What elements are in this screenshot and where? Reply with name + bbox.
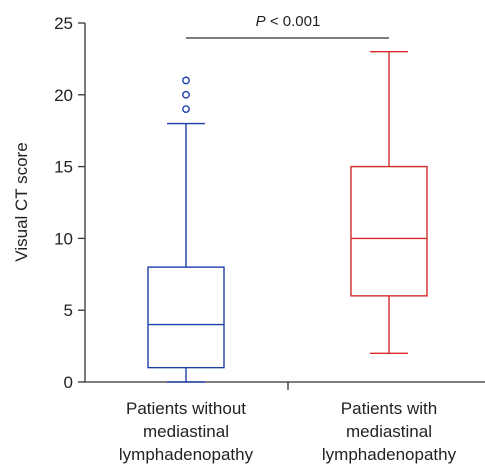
y-tick-label: 10 [54, 229, 73, 248]
y-tick-label: 5 [64, 301, 73, 320]
y-axis-title: Visual CT score [12, 142, 31, 261]
boxes [147, 51, 428, 383]
outlier-point [182, 105, 190, 114]
y-tick-label: 20 [54, 86, 73, 105]
x-category-label-line: Patients with [341, 399, 437, 418]
x-category-label-line: lymphadenopathy [119, 445, 254, 464]
significance-annotation: P < 0.001 [186, 13, 389, 39]
y-tick-label: 15 [54, 158, 73, 177]
x-axis: Patients without mediastinal lymphadenopat… [85, 381, 485, 464]
box-series-2 [350, 51, 428, 354]
iqr-box [350, 165, 428, 297]
significance-label: P < 0.001 [256, 13, 321, 30]
y-axis: 0 5 10 15 20 25 Visual CT score [12, 14, 86, 392]
y-tick-label: 0 [64, 373, 73, 392]
p-value-text: < 0.001 [266, 13, 321, 30]
x-category-label-line: lymphadenopathy [322, 445, 457, 464]
box-series-1 [147, 76, 225, 383]
x-category-label-line: Patients without [126, 399, 246, 418]
y-ticks: 0 5 10 15 20 25 [54, 14, 85, 392]
outlier-point [182, 76, 190, 85]
iqr-box [147, 266, 225, 369]
x-category-label-line: mediastinal [346, 422, 432, 441]
x-category-labels: Patients without mediastinal lymphadenopat… [119, 399, 457, 464]
y-tick-label: 25 [54, 14, 73, 33]
outlier-point [182, 90, 190, 99]
x-category-label-line: mediastinal [143, 422, 229, 441]
p-symbol: P [256, 13, 266, 30]
